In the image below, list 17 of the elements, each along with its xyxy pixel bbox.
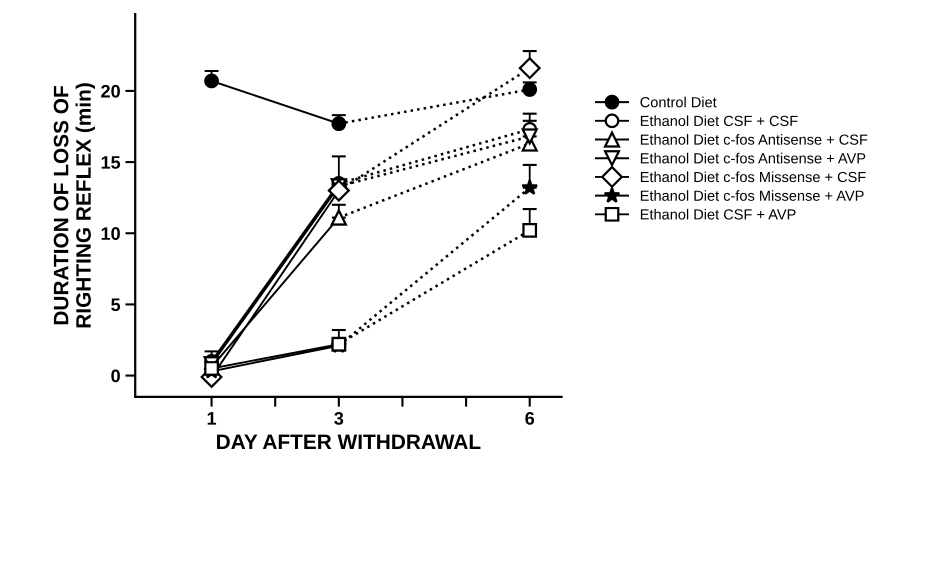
legend-label: Ethanol Diet CSF + AVP [640, 208, 796, 220]
y-tick-label: 5 [111, 298, 120, 312]
legend-label: Ethanol Diet c-fos Missense + CSF [640, 171, 866, 182]
legend-label: Ethanol Diet c-fos Antisense + CSF [640, 134, 868, 145]
legend-label: Control Diet [640, 96, 717, 108]
x-tick-label: 3 [334, 412, 344, 425]
x-tick-label: 1 [208, 412, 216, 425]
legend-label: Ethanol Diet c-fos Missense + AVP [640, 190, 864, 201]
y-axis-title: DURATION OF LOSS OF RIGHTING REFLEX (min) [54, 83, 95, 328]
y-tick-label: 15 [102, 156, 120, 169]
x-axis-title: DAY AFTER WITHDRAWAL [217, 434, 480, 449]
y-tick-label: 0 [111, 370, 120, 382]
x-tick-label: 6 [525, 412, 534, 425]
y-tick-label: 10 [102, 227, 120, 240]
legend-label: Ethanol Diet CSF + CSF [640, 115, 798, 126]
y-tick-label: 20 [101, 84, 120, 98]
legend-label: Ethanol Diet c-fos Antisense + AVP [640, 152, 866, 164]
